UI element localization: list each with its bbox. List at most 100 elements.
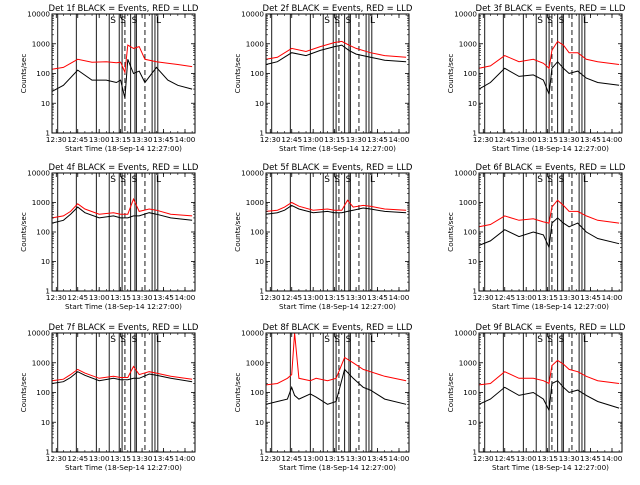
x-tick-label: 13:00 [516, 293, 537, 302]
y-tick-label: 1 [259, 287, 264, 296]
x-tick-label: 13:45 [153, 293, 174, 302]
annotation-label: S [120, 335, 126, 345]
annotation-label: S [559, 16, 565, 26]
annotation-label: S [346, 175, 352, 185]
y-tick-label: 10 [468, 257, 478, 266]
y-tick-label: 1000 [32, 198, 51, 207]
x-axis-label: Start Time (18-Sep-14 12:27:00) [65, 302, 182, 311]
x-tick-label: 14:00 [175, 454, 196, 463]
annotation-label: L [370, 175, 375, 185]
chart-title: Det 1f BLACK = Events, RED = LLD [49, 4, 199, 14]
y-axis-label: Counts/sec [446, 212, 455, 252]
x-tick-label: 13:00 [516, 135, 537, 144]
y-axis-label: Counts/sec [233, 373, 242, 413]
y-tick-label: 10 [468, 418, 478, 427]
y-tick-label: 10 [41, 99, 51, 108]
x-tick-label: 13:15 [537, 135, 558, 144]
y-axis-label: Counts/sec [19, 54, 28, 94]
y-axis-label: Counts/sec [19, 373, 28, 413]
axes-frame [265, 172, 410, 292]
y-tick-label: 10 [41, 257, 51, 266]
x-tick-label: 13:00 [89, 454, 110, 463]
y-tick-label: 1 [45, 287, 50, 296]
annotation-label: L [370, 335, 375, 345]
y-tick-label: 100 [463, 69, 477, 78]
y-tick-label: 1000 [32, 358, 51, 367]
y-tick-label: 100 [250, 228, 264, 237]
axes-frame [51, 172, 196, 292]
x-tick-label: 13:45 [153, 135, 174, 144]
annotation-label: S [110, 335, 116, 345]
y-tick-label: 10 [41, 418, 51, 427]
y-tick-label: 10000 [454, 10, 477, 19]
annotation-label: L [156, 16, 161, 26]
x-tick-label: 14:00 [175, 135, 196, 144]
x-tick-label: 13:00 [303, 135, 324, 144]
y-tick-label: 1000 [246, 198, 265, 207]
lld-series-line [51, 44, 193, 75]
axes-frame [265, 13, 410, 134]
annotation-label: L [583, 16, 588, 26]
events-series-line [478, 60, 620, 95]
x-tick-label: 13:45 [367, 135, 388, 144]
x-tick-label: 12:30 [260, 293, 281, 302]
x-tick-label: 13:30 [132, 454, 153, 463]
x-tick-label: 13:30 [559, 454, 580, 463]
x-tick-label: 12:30 [473, 454, 494, 463]
chart-title: Det 9f BLACK = Events, RED = LLD [476, 323, 626, 333]
annotation-label: S [334, 16, 340, 26]
x-tick-label: 14:00 [175, 293, 196, 302]
x-tick-label: 13:30 [346, 293, 367, 302]
x-tick-label: 13:00 [89, 293, 110, 302]
y-tick-label: 1 [45, 129, 50, 138]
x-tick-label: 12:45 [494, 293, 515, 302]
annotation-label: S [547, 16, 553, 26]
events-series-line [265, 204, 407, 215]
annotation-label: L [583, 335, 588, 345]
events-series-line [478, 380, 620, 413]
x-tick-label: 14:00 [389, 454, 410, 463]
y-tick-label: 10 [255, 418, 265, 427]
annotation-label: S [346, 16, 352, 26]
lld-series-line [51, 197, 193, 219]
y-tick-label: 10000 [241, 169, 264, 178]
axes-frame [51, 332, 196, 453]
y-tick-label: 10000 [27, 169, 50, 178]
lld-series-line [51, 365, 193, 382]
annotation-label: S [110, 16, 116, 26]
x-tick-label: 13:15 [324, 135, 345, 144]
y-tick-label: 1000 [459, 198, 478, 207]
x-tick-label: 12:45 [67, 454, 88, 463]
x-tick-label: 13:15 [110, 135, 131, 144]
x-tick-label: 13:00 [516, 454, 537, 463]
annotation-label: S [334, 175, 340, 185]
x-tick-label: 12:45 [494, 135, 515, 144]
x-tick-label: 13:15 [110, 293, 131, 302]
x-tick-label: 13:30 [346, 454, 367, 463]
y-tick-label: 100 [463, 388, 477, 397]
annotation-label: S [132, 16, 138, 26]
annotation-label: S [132, 175, 138, 185]
y-tick-label: 10000 [454, 329, 477, 338]
lld-series-line [478, 199, 620, 228]
x-tick-label: 13:45 [367, 293, 388, 302]
x-tick-label: 13:15 [537, 293, 558, 302]
x-tick-label: 13:30 [559, 135, 580, 144]
x-tick-label: 13:15 [324, 454, 345, 463]
x-tick-label: 13:00 [89, 135, 110, 144]
y-axis-label: Counts/sec [446, 373, 455, 413]
annotation-label: L [156, 175, 161, 185]
lld-series-line [265, 332, 407, 386]
chart-title: Det 3f BLACK = Events, RED = LLD [476, 4, 626, 14]
y-tick-label: 1000 [246, 39, 265, 48]
x-axis-label: Start Time (18-Sep-14 12:27:00) [65, 463, 182, 472]
x-tick-label: 13:30 [132, 135, 153, 144]
x-tick-label: 13:45 [580, 293, 601, 302]
chart-title: Det 8f BLACK = Events, RED = LLD [263, 323, 413, 333]
chart-title: Det 7f BLACK = Events, RED = LLD [49, 323, 199, 333]
annotation-label: S [559, 335, 565, 345]
